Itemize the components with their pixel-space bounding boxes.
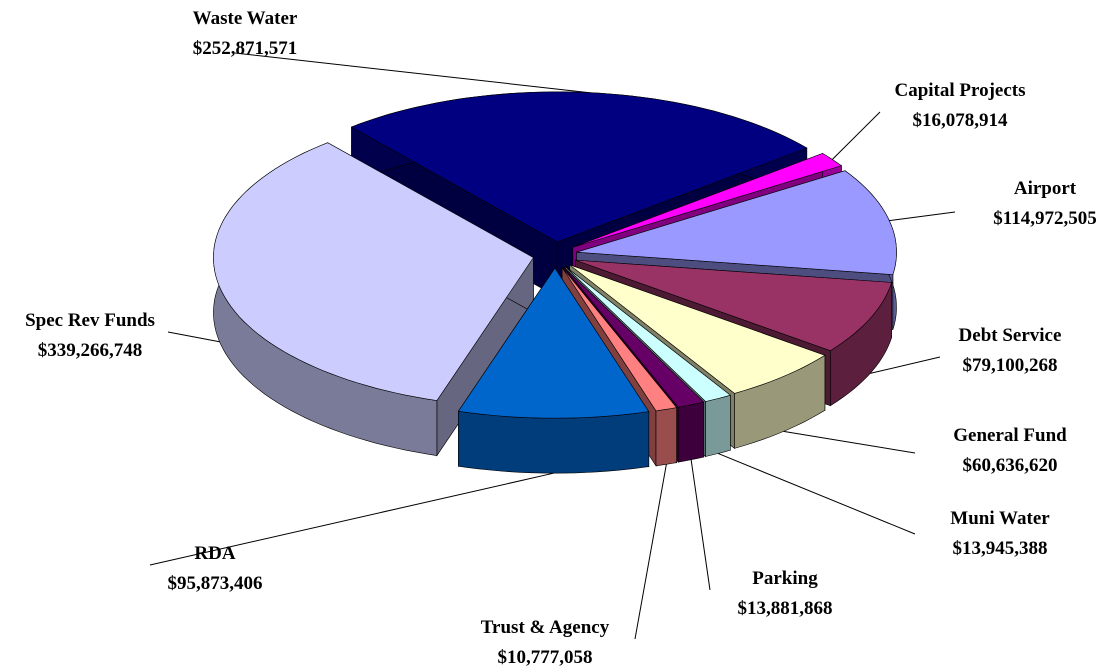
leader-line — [783, 430, 916, 454]
slice-wall — [677, 401, 705, 463]
slice-top — [576, 170, 897, 275]
slice-label: Spec Rev Funds — [25, 310, 155, 331]
slice-value-label: $10,777,058 — [498, 647, 593, 666]
slice-value-label: $16,078,914 — [913, 110, 1009, 131]
leader-line — [234, 52, 589, 94]
slice-value-label: $13,945,388 — [953, 538, 1048, 559]
slice-top — [350, 91, 808, 243]
slice-label: Trust & Agency — [481, 617, 610, 638]
slice-label: Airport — [1014, 178, 1077, 199]
slice-value-label: $114,972,505 — [993, 208, 1096, 229]
slice-top — [213, 142, 534, 401]
slice — [457, 267, 650, 474]
slice — [213, 142, 534, 457]
slice-label: Muni Water — [950, 508, 1050, 529]
slice-top — [575, 259, 893, 352]
slice-top — [457, 267, 650, 419]
leader-line — [831, 111, 881, 160]
slice-value-label: $339,266,748 — [38, 340, 143, 361]
slice-top — [569, 264, 826, 394]
slice-top — [565, 266, 731, 402]
slice-wall — [458, 410, 650, 474]
slice-top — [572, 153, 843, 248]
slice-label: RDA — [194, 543, 235, 564]
slice-label: Debt Service — [959, 325, 1062, 346]
slice-value-label: $95,873,406 — [168, 573, 263, 594]
leader-line — [149, 472, 554, 566]
slice-wall — [705, 394, 731, 457]
slice-value-label: $252,871,571 — [193, 38, 298, 59]
leader-line — [889, 211, 956, 222]
slice-label: Waste Water — [193, 8, 298, 29]
slice-top — [561, 267, 678, 412]
slice-value-label: $13,881,868 — [738, 598, 833, 619]
slice-wall — [655, 407, 677, 467]
slice-label: Capital Projects — [894, 80, 1025, 101]
leader-line — [167, 331, 220, 343]
slice-label: General Fund — [953, 425, 1067, 446]
slice-value-label: $79,100,268 — [963, 355, 1058, 376]
leader-line — [690, 459, 711, 591]
leader-line — [634, 464, 667, 640]
slice-label: Parking — [752, 568, 818, 589]
slice-top — [563, 266, 705, 408]
leader-line — [717, 452, 916, 535]
slice-value-label: $60,636,620 — [963, 455, 1058, 476]
leader-line — [870, 356, 941, 374]
